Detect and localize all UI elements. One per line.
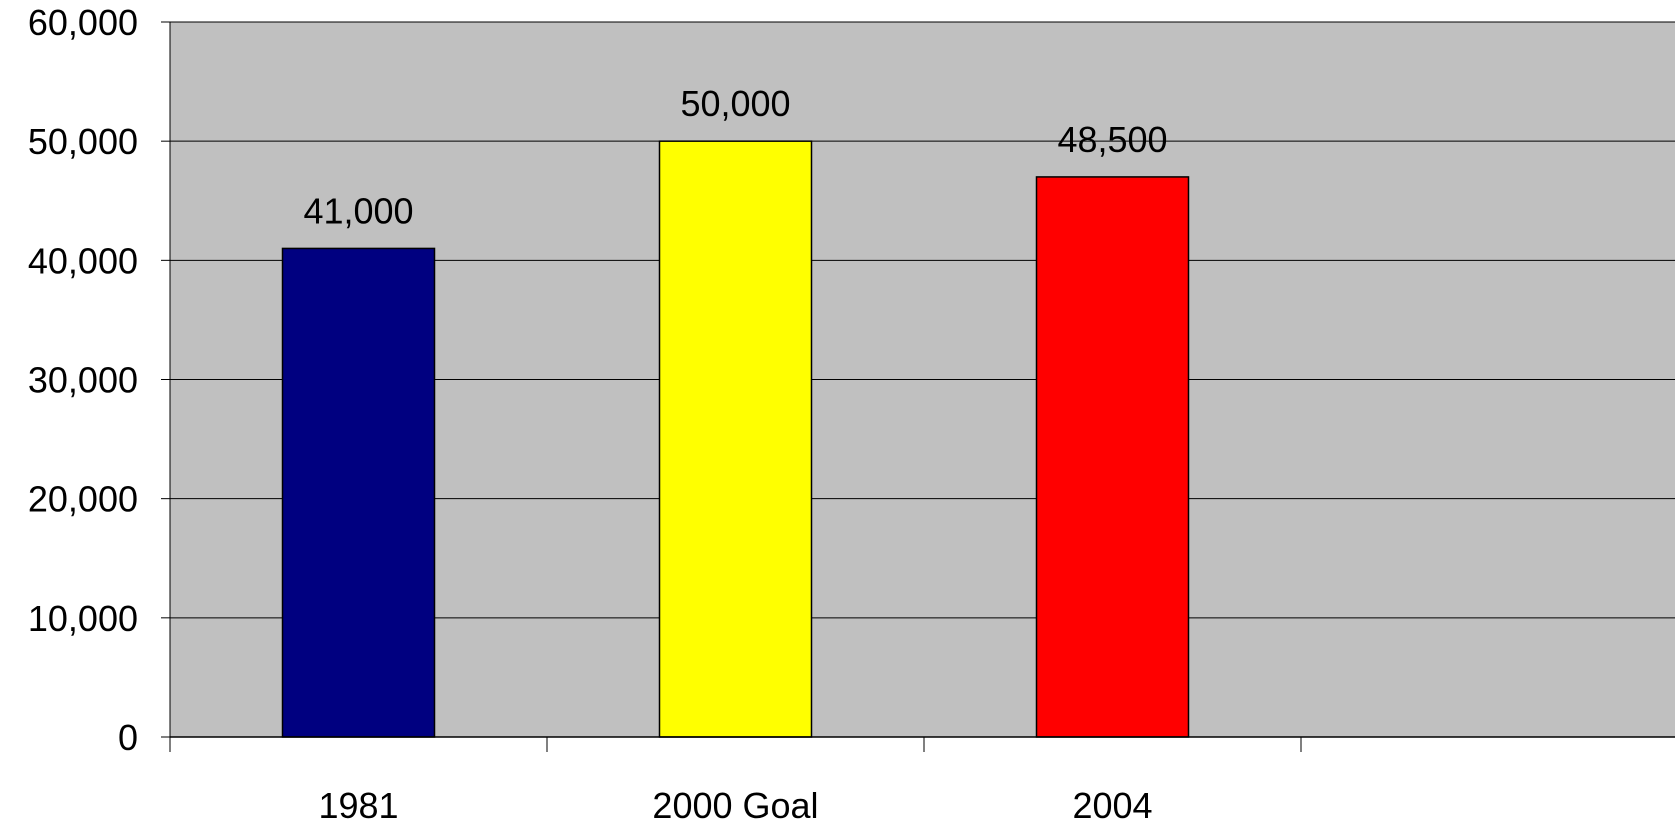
- y-tick-label: 60,000: [28, 2, 138, 43]
- y-tick-label: 50,000: [28, 121, 138, 162]
- data-label: 48,500: [1057, 119, 1167, 160]
- x-category-label: 2004: [1072, 785, 1152, 825]
- y-tick-label: 0: [118, 717, 138, 758]
- y-axis: 0 10,000 20,000 30,000 40,000 50,000 60,000: [28, 2, 171, 758]
- data-labels: 41,000 50,000 48,500: [303, 83, 1167, 231]
- bar-1981: [281, 247, 436, 738]
- y-tick-label: 30,000: [28, 360, 138, 401]
- x-category-label: 2000 Goal: [652, 785, 818, 825]
- x-axis: 1981 2000 Goal 2004: [170, 736, 1675, 825]
- data-label: 50,000: [680, 83, 790, 124]
- y-tick-label: 20,000: [28, 479, 138, 520]
- y-tick-label: 10,000: [28, 598, 138, 639]
- y-tick-label: 40,000: [28, 240, 138, 281]
- bar-2004: [1035, 176, 1190, 738]
- data-label: 41,000: [303, 190, 413, 231]
- x-category-label: 1981: [318, 785, 398, 825]
- bar-2000-goal: [658, 140, 813, 738]
- bars: [281, 140, 1190, 738]
